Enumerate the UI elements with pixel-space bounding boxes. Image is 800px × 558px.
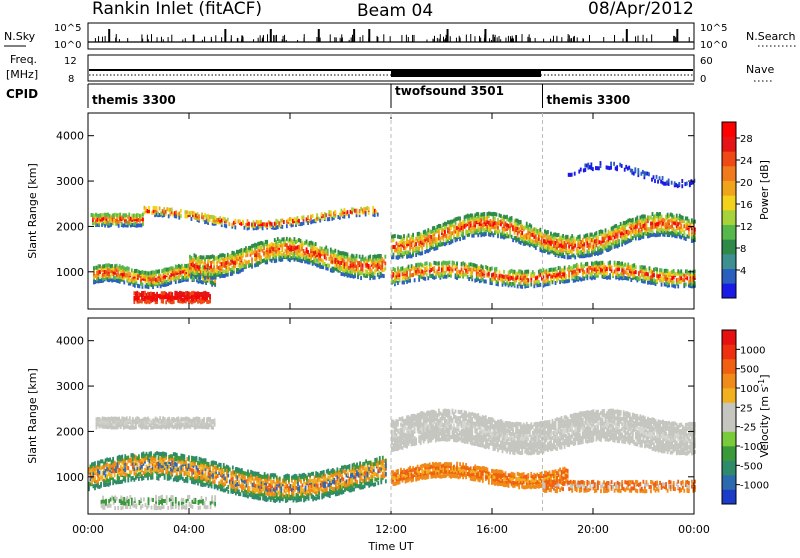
colorbar-tick: 4 [740,266,746,277]
velocity-panel: 1000 2000 3000 4000 Slant Range [km] 1000 50… [26,318,771,514]
ytick-label: 1000 [56,471,84,484]
xtick-label: 12:00 [375,523,407,536]
nsearch-tick-low: 10^0 [700,40,727,51]
colorbar-tick: -25 [740,423,756,434]
power-panel: 1000 2000 3000 4000 Slant Range [km] 4 8 12 16… [26,113,771,309]
ytick-label: 1000 [56,266,84,279]
nsky-panel: N.Sky 10^5 10^0 N.Search 10^5 10^0 [4,23,798,51]
nave-block [391,70,541,77]
nave-tick-high: 60 [700,56,713,67]
power-ylabel: Slant Range [km] [26,163,39,259]
cpid-panel: CPID themis 3300 twofsound 3501 themis 330… [6,84,694,108]
colorbar-tick: 28 [740,134,753,145]
xtick-label: 16:00 [476,523,508,536]
nsearch-tick-high: 10^5 [700,23,727,34]
station-title: Rankin Inlet (fitACF) [92,0,262,19]
nave-tick-low: 0 [700,74,706,85]
freq-tick-high: 12 [64,56,77,67]
nsearch-label: N.Search [746,30,796,43]
colorbar-tick: 12 [740,222,753,233]
ytick-label: 2000 [56,425,84,438]
velocity-ylabel: Slant Range [km] [26,368,39,464]
colorbar-tick: 8 [740,244,746,255]
ytick-label: 3000 [56,380,84,393]
freq-unit: [MHz] [6,68,38,81]
date-title: 08/Apr/2012 [588,0,694,19]
nsky-tick-low: 10^0 [54,40,81,51]
nsky-label: N.Sky [4,30,36,43]
xtick-label: 04:00 [173,523,205,536]
beam-title: Beam 04 [357,1,433,21]
nsky-bars [88,29,694,42]
power-colorbar-label: Power [dB] [758,160,771,220]
cpid-segment-1: twofsound 3501 [395,84,504,98]
cpid-segment-0: themis 3300 [92,93,176,107]
cpid-label: CPID [6,87,38,101]
colorbar-tick: 1000 [740,345,765,356]
xaxis-label: Time UT [367,540,413,553]
ytick-label: 3000 [56,175,84,188]
ytick-label: 2000 [56,220,84,233]
colorbar-tick: 25 [740,403,753,414]
nsky-tick-high: 10^5 [54,23,81,34]
freq-panel: Freq. [MHz] 12 8 Nave 60 0 [6,53,774,85]
colorbar-tick: 20 [740,178,753,189]
xtick-label: 00:00 [72,523,104,536]
velocity-data [88,408,696,510]
ytick-label: 4000 [56,335,84,348]
xtick-label: 08:00 [274,523,306,536]
colorbar-tick: -500 [740,461,763,472]
power-data [91,161,696,304]
freq-label: Freq. [10,53,37,66]
xtick-label: 20:00 [577,523,609,536]
cpid-segment-2: themis 3300 [547,93,631,107]
colorbar-tick: 24 [740,156,753,167]
velocity-colorbar-label: Velocity [m s-1] [757,374,772,457]
xtick-label: 00:00 [678,523,710,536]
freq-tick-low: 8 [68,74,74,85]
colorbar-tick: 500 [740,365,759,376]
colorbar-tick: 16 [740,200,753,211]
nave-label: Nave [746,63,774,76]
ytick-label: 4000 [56,130,84,143]
colorbar-tick: -1000 [740,481,769,492]
